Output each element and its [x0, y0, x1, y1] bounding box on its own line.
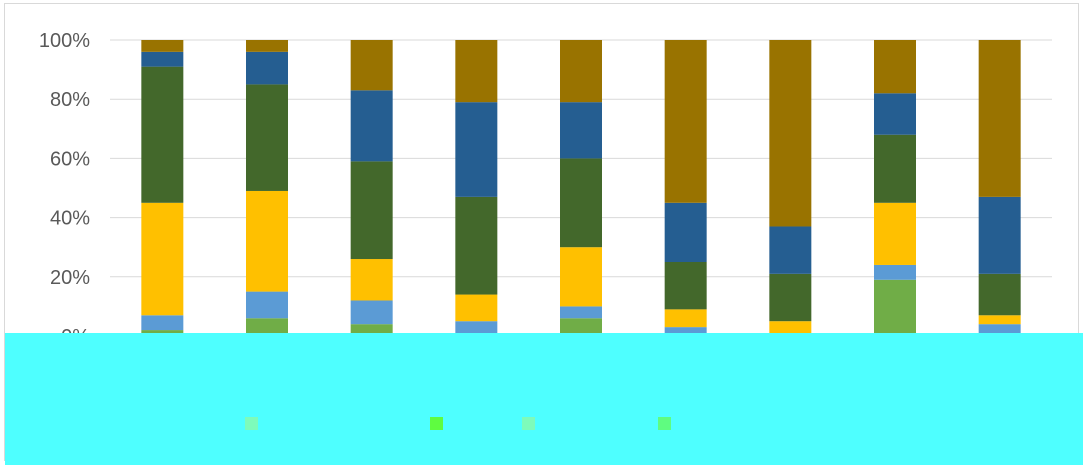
bar-segment: [455, 294, 498, 322]
bar-segment: [141, 51, 184, 67]
bar-segment: [560, 306, 602, 319]
redaction-overlay: [5, 333, 1083, 465]
y-tick-label: 100%: [39, 30, 90, 52]
bar-stack: [141, 40, 184, 336]
bar-stack: [769, 40, 812, 336]
bar-segment: [455, 321, 498, 334]
bar-segment: [455, 196, 498, 295]
bar-segment: [246, 291, 288, 319]
bar-stack: [246, 40, 288, 336]
bar-stack: [978, 40, 1021, 336]
bar-segment: [246, 51, 288, 85]
bar-segment: [560, 318, 602, 336]
bar-segment: [350, 324, 393, 336]
bar-segment: [978, 40, 1021, 197]
bar-segment: [664, 309, 707, 328]
bar-segment: [560, 102, 602, 159]
bar-segment: [350, 90, 393, 162]
bar-segment: [874, 134, 916, 203]
bar-segment: [874, 202, 916, 265]
bar-segment: [874, 264, 916, 280]
bar-segment: [246, 40, 288, 52]
bar-segment: [350, 259, 393, 301]
bar-segment: [246, 84, 288, 191]
bar-segment: [769, 273, 812, 322]
bar-segment: [769, 321, 812, 336]
bar-segment: [978, 324, 1021, 334]
y-tick-label: 20%: [50, 267, 90, 289]
bar-segment: [246, 318, 288, 336]
bar-stack: [560, 40, 602, 336]
bar-stack: [664, 40, 707, 336]
bar-segment: [455, 40, 498, 103]
bar-segment: [141, 202, 184, 316]
bar-segment: [664, 327, 707, 334]
stacked-bar-chart: 0%20%40%60%80%100%: [39, 30, 1052, 348]
bar-segment: [560, 158, 602, 248]
bar-segment: [350, 300, 393, 325]
bar-segment: [978, 315, 1021, 325]
bar-segment: [874, 40, 916, 94]
bar-segment: [246, 190, 288, 292]
y-tick-label: 60%: [50, 148, 90, 170]
y-tick-label: 40%: [50, 208, 90, 230]
y-tick-label: 80%: [50, 89, 90, 111]
bar-segment: [978, 273, 1021, 316]
legend-swatch: [522, 417, 535, 430]
bar-stack: [455, 40, 498, 336]
legend-swatch: [245, 417, 258, 430]
legend-swatch: [658, 417, 671, 430]
bar-segment: [664, 202, 707, 262]
bar-segment: [455, 102, 498, 197]
bar-segment: [141, 315, 184, 331]
bar-segment: [769, 40, 812, 227]
legend-swatch: [430, 417, 443, 430]
bar-segment: [874, 279, 916, 336]
bar-segment: [560, 40, 602, 103]
bar-segment: [664, 40, 707, 203]
bar-segment: [664, 262, 707, 310]
bar-segment: [141, 40, 184, 52]
bar-segment: [141, 66, 184, 203]
bar-stack: [874, 40, 916, 336]
bar-segment: [978, 196, 1021, 274]
bar-stack: [350, 40, 393, 336]
bar-segment: [560, 247, 602, 307]
bar-segment: [769, 226, 812, 274]
bar-segment: [874, 93, 916, 135]
bar-segment: [350, 40, 393, 91]
y-axis-ticks: 0%20%40%60%80%100%: [39, 30, 90, 348]
bar-segment: [350, 161, 393, 260]
bars: [141, 40, 1021, 336]
